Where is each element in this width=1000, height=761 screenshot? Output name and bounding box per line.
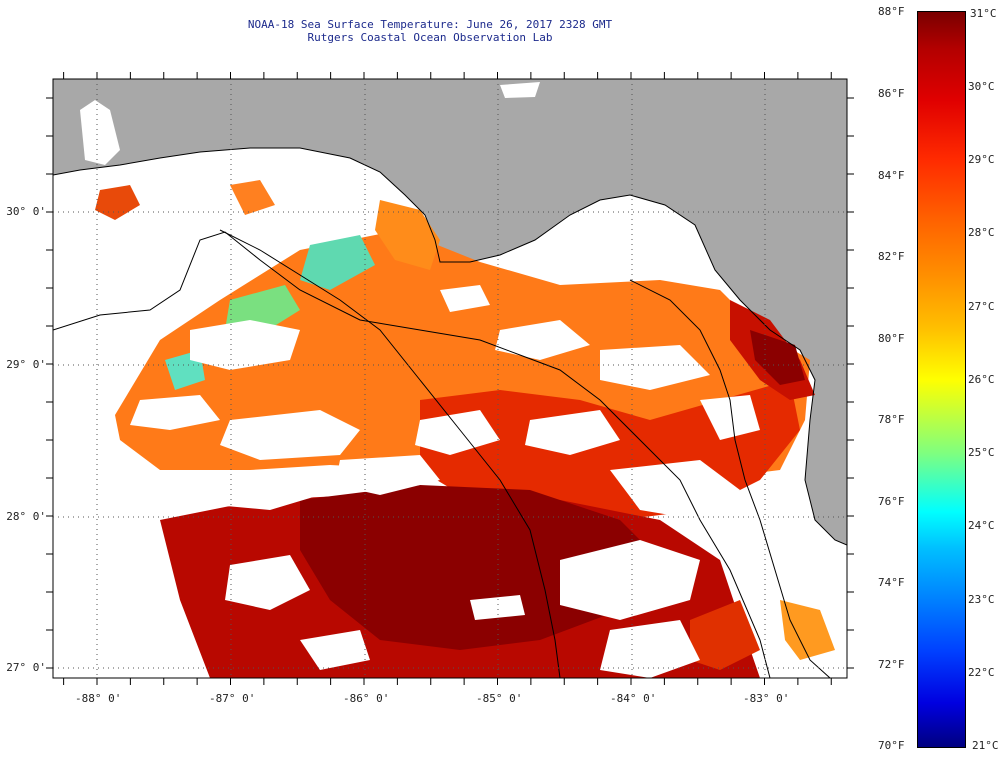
colorbar-f-label: 88°F xyxy=(878,5,905,18)
colorbar-c-label: 21°C xyxy=(972,739,999,752)
colorbar-c-label: 25°C xyxy=(968,446,995,459)
axis-ticks xyxy=(46,72,854,685)
colorbar-f-label: 82°F xyxy=(878,250,905,263)
longitude-label: -86° 0' xyxy=(343,692,390,705)
longitude-label: -85° 0' xyxy=(476,692,523,705)
map-title: NOAA-18 Sea Surface Temperature: June 26… xyxy=(247,18,613,31)
colorbar-c-label: 29°C xyxy=(968,153,995,166)
colorbar-c-label: 31°C xyxy=(970,7,997,20)
longitude-label: -83° 0' xyxy=(743,692,790,705)
colorbar-f-label: 78°F xyxy=(878,413,905,426)
colorbar-c-label: 30°C xyxy=(968,80,995,93)
colorbar-f-label: 72°F xyxy=(878,658,905,671)
latitude-label: 28° 0' xyxy=(6,510,46,523)
latitude-label: 27° 0' xyxy=(6,661,46,674)
colorbar-f-label: 84°F xyxy=(878,169,905,182)
colorbar-c-label: 28°C xyxy=(968,226,995,239)
colorbar-c-label: 22°C xyxy=(968,666,995,679)
inland-lake xyxy=(500,82,540,98)
coastline xyxy=(53,147,847,678)
colorbar-c-label: 23°C xyxy=(968,593,995,606)
cloud-mask xyxy=(130,285,800,678)
colorbar-f-label: 74°F xyxy=(878,576,905,589)
map-subtitle: Rutgers Coastal Ocean Observation Lab xyxy=(307,31,553,44)
longitude-label: -87° 0' xyxy=(209,692,256,705)
longitude-label: -88° 0' xyxy=(75,692,122,705)
longitude-label: -84° 0' xyxy=(610,692,657,705)
colorbar-f-label: 80°F xyxy=(878,332,905,345)
latitude-label: 30° 0' xyxy=(6,205,46,218)
latitude-label: 29° 0' xyxy=(6,358,46,371)
coastal-bay xyxy=(80,100,120,165)
colorbar-f-label: 86°F xyxy=(878,87,905,100)
colorbar-f-label: 76°F xyxy=(878,495,905,508)
map-frame xyxy=(52,78,848,679)
colorbar-c-label: 26°C xyxy=(968,373,995,386)
temperature-colorbar xyxy=(917,11,966,748)
colorbar-c-label: 24°C xyxy=(968,519,995,532)
colorbar-c-label: 27°C xyxy=(968,300,995,313)
colorbar-f-label: 70°F xyxy=(878,739,905,752)
